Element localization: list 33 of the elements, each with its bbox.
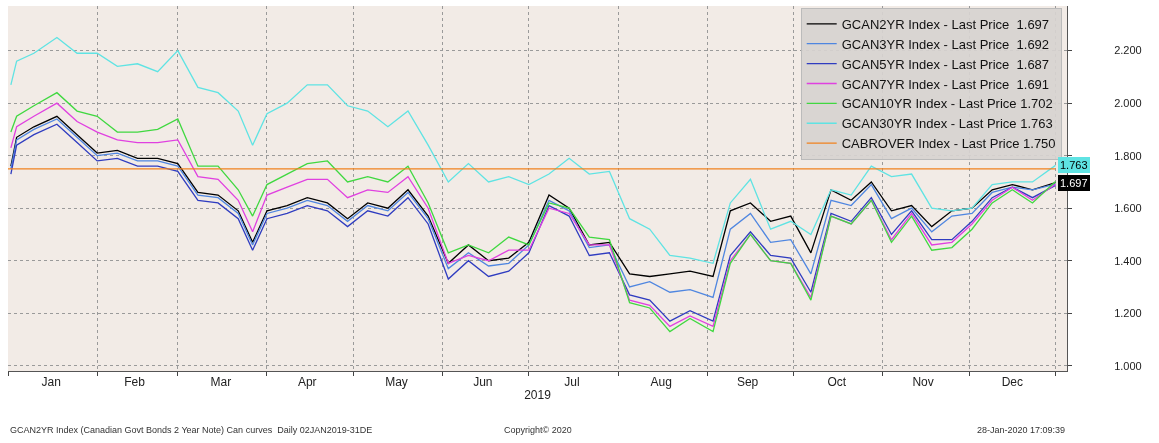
y-tick-label: 1.200 (1114, 307, 1142, 320)
x-axis-title: 2019 (524, 388, 552, 403)
x-tick-label: Feb (124, 375, 146, 390)
text: GCAN2YR Index (Canadian Govt Bonds 2 Year Note) Can curves Daily 02JAN2019-31DE (10, 425, 373, 435)
legend-label: GCAN7YR Index - Last Price 1.691 (841, 76, 1050, 92)
y-tick-label: 1.600 (1114, 202, 1142, 215)
x-tick-label: Apr (297, 375, 317, 390)
annotation: 1.763 (1060, 159, 1088, 171)
x-tick-label: Sep (736, 375, 759, 390)
x-tick-label: May (385, 375, 408, 390)
x-tick-label: Jul (564, 375, 580, 390)
x-tick-label: Mar (210, 375, 232, 390)
text: 28-Jan-2020 17:09:39 (977, 425, 1066, 435)
text: Copyright© 2020 (504, 425, 572, 435)
x-tick-label: Dec (1001, 375, 1023, 390)
legend-label: GCAN30YR Index - Last Price 1.763 (841, 116, 1053, 132)
y-tick-label: 1.400 (1114, 254, 1142, 267)
line-series (10, 36, 1057, 264)
x-tick-label: Oct (827, 375, 847, 390)
y-tick-label: 1.800 (1114, 149, 1142, 162)
y-tick-label: 1.000 (1114, 359, 1142, 372)
legend-label: GCAN5YR Index - Last Price 1.687 (841, 56, 1050, 72)
legend-label: GCAN10YR Index - Last Price 1.702 (841, 96, 1053, 112)
x-tick-label: Aug (650, 375, 672, 390)
legend-label: CABROVER Index - Last Price 1.750 (841, 136, 1056, 152)
x-tick-label: Jan (41, 375, 61, 390)
x-tick-label: Jun (473, 375, 493, 390)
x-tick-label: Nov (912, 375, 934, 390)
y-tick-label: 2.000 (1114, 97, 1142, 110)
legend-label: GCAN2YR Index - Last Price 1.697 (841, 16, 1050, 32)
y-tick-label: 2.200 (1114, 44, 1142, 57)
annotation: 1.697 (1060, 177, 1088, 189)
legend-label: GCAN3YR Index - Last Price 1.692 (841, 36, 1050, 52)
